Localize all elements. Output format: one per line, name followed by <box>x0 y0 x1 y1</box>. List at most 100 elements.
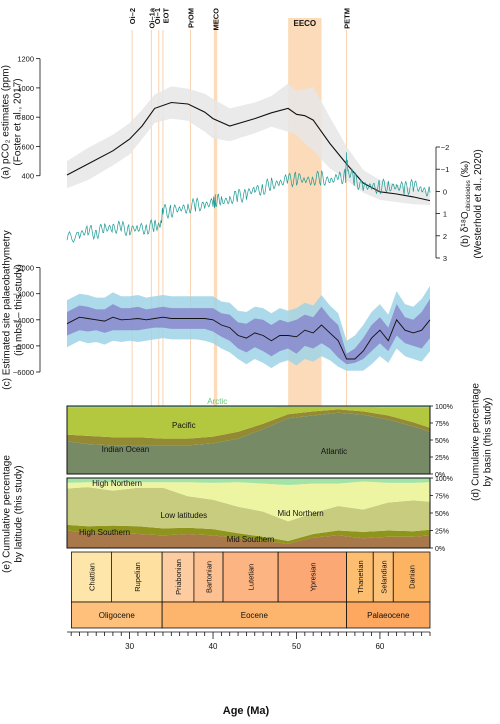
latitude-y-axis-label: (e) Cumulative percentage by latitude (th… <box>1 455 24 573</box>
percent-tick-label: 100% <box>435 476 453 483</box>
percent-tick-label: 25% <box>435 455 449 462</box>
pco2-y-tick-label: 1200 <box>17 55 34 64</box>
event-label: EOT <box>161 8 170 24</box>
percent-tick-label: 25% <box>435 529 449 536</box>
area-mid-southern <box>67 524 430 544</box>
d18o-y-tick-label: 2 <box>443 232 447 241</box>
stage-box <box>161 551 195 603</box>
event-label-text: PETM <box>343 8 352 29</box>
area-label: Atlantic <box>321 447 347 456</box>
event-label: Oi–2 <box>128 8 137 24</box>
stage-box <box>277 551 347 603</box>
d18o-label-unit: (‰) <box>460 161 471 180</box>
bathymetry-y-axis-label: (c) Estimated site palaeobathymetry (in m… <box>1 230 24 390</box>
d18o-y-tick-label: −2 <box>441 143 450 152</box>
epoch-label: Eocene <box>241 611 269 620</box>
age-tick-label: 50 <box>292 642 301 651</box>
percent-tick-label: 0% <box>435 472 445 479</box>
event-band-meco <box>213 18 218 406</box>
stage-label: Chattian <box>87 563 96 591</box>
basin-y-axis-label-line: by basin (this study) <box>482 398 493 487</box>
d18o-y-tick-label: 0 <box>443 187 447 196</box>
epoch-box <box>346 601 431 629</box>
d18o-y-axis-label: (b) δ¹⁸Ocibicidoides (‰) (Westerhold et a… <box>460 149 484 258</box>
x-axis-label: Age (Ma) <box>223 705 270 717</box>
stage-label-text: Priabonian <box>174 559 183 595</box>
d18o-y-axis-label-line: (Westerhold et al., 2020) <box>473 149 484 258</box>
bathymetry-y-tick-label: −4000 <box>13 316 34 325</box>
area-low-latitudes <box>67 487 430 541</box>
age-tick-label: 30 <box>125 642 134 651</box>
bathymetry-y-tick-label: −5000 <box>13 342 34 351</box>
event-label-text: Oi–2 <box>128 8 137 24</box>
stage-label-text: Lutetian <box>247 564 256 591</box>
bathymetry-y-tick-label: −2000 <box>13 264 34 273</box>
area-label: Arctic <box>207 397 227 406</box>
panel-e-latitude-percentage: 0% 25% 50% 75% 100% High Southern Mid Southern… <box>1 455 453 573</box>
area-label: Pacific <box>172 421 196 430</box>
area-label: Mid Northern <box>278 509 324 518</box>
stage-label: Lutetian <box>247 564 256 591</box>
event-label-text: MECO <box>212 8 221 31</box>
area-label: Low latitudes <box>160 511 207 520</box>
epoch-box <box>161 601 347 629</box>
d18o-y-tick-label: 1 <box>443 210 447 219</box>
stage-label: Ypresian <box>308 562 317 591</box>
epoch-box <box>71 601 163 629</box>
area-label: Mid Southern <box>227 535 275 544</box>
basin-y-axis-label-line: (d) Cumulative percentage <box>470 383 481 501</box>
event-label: EECO <box>293 19 316 28</box>
event-label: Oi–1a <box>147 7 156 28</box>
stage-label: Bartonian <box>204 561 213 593</box>
pco2-y-tick-label: 1000 <box>17 84 34 93</box>
stage-label-text: Thanetian <box>356 560 365 593</box>
bathymetry-y-tick-label: −6000 <box>13 368 34 377</box>
area-label: High Northern <box>92 479 142 488</box>
pco2-y-axis-label-line: (Foster et al., 2017) <box>12 78 23 165</box>
geologic-timescale: Chattian Rupelian Priabonian Bartonian Lutet… <box>71 551 431 629</box>
area-mid-northern <box>67 481 430 522</box>
area-pacific <box>67 406 430 439</box>
d18o-y-axis-label-line: (b) δ¹⁸Ocibicidoides (‰) <box>460 161 472 247</box>
percent-tick-label: 50% <box>435 438 449 445</box>
pco2-y-axis-label-line: (a) pCO₂ estimates (ppm) <box>0 65 11 179</box>
bathymetry-y-tick-label: −3000 <box>13 290 34 299</box>
bathymetry-y-axis-label-line: (in mbsl – this study) <box>13 264 24 356</box>
epoch-label: Oligocene <box>99 611 136 620</box>
stage-label: Thanetian <box>356 560 365 593</box>
panel-b-d18o: −2 −1 0 1 2 3 (b) δ¹⁸Ocibicidoides (‰) (Westerh… <box>66 143 484 263</box>
stage-label: Priabonian <box>174 559 183 595</box>
stage-label-text: Selandian <box>379 560 388 593</box>
stage-label-text: Bartonian <box>204 561 213 593</box>
d18o-y-tick-label: −1 <box>441 165 450 174</box>
bathymetry-y-axis-label-line: (c) Estimated site palaeobathymetry <box>1 230 12 390</box>
stage-label-text: Chattian <box>87 563 96 591</box>
stage-box <box>193 551 224 603</box>
pco2-y-tick-label: 600 <box>21 142 34 151</box>
stage-label: Rupelian <box>133 562 142 592</box>
age-tick-label: 60 <box>375 642 384 651</box>
bathymetry-inner-band <box>67 298 430 365</box>
area-high-northern <box>67 478 430 485</box>
bathymetry-line <box>66 316 431 360</box>
stage-box <box>110 551 163 603</box>
pco2-y-axis-label: (a) pCO₂ estimates (ppm) (Foster et al., … <box>0 65 23 179</box>
age-tick-label: 40 <box>209 642 218 651</box>
percent-tick-label: 50% <box>435 511 449 518</box>
latitude-y-axis-label-line: by latitude (this study) <box>13 465 24 562</box>
event-label-text: Oi–1a <box>147 7 156 28</box>
stage-label-text: Danian <box>408 565 417 589</box>
area-label: Indian Ocean <box>102 445 150 454</box>
event-label-text: Oi–1 <box>153 8 162 24</box>
basin-y-axis-label: (d) Cumulative percentage by basin (this … <box>470 383 493 501</box>
epoch-label: Palaeocene <box>367 611 410 620</box>
stage-label: Danian <box>408 565 417 589</box>
latitude-y-axis-label-line: (e) Cumulative percentage <box>1 455 12 573</box>
d18o-label-main: (b) δ¹⁸O <box>460 211 471 247</box>
event-label: PETM <box>343 8 352 29</box>
d18o-y-tick-label: 3 <box>443 254 447 263</box>
age-axis: 30 40 50 60 <box>67 631 431 651</box>
area-atlantic <box>67 412 430 474</box>
area-indian-ocean <box>67 409 430 446</box>
